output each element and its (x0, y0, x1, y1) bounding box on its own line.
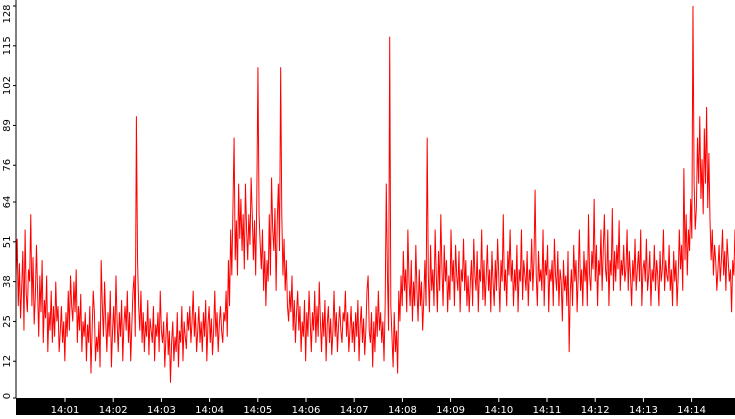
x-tick-label: 14:06 (292, 405, 321, 415)
x-tick-label: 14:09 (436, 405, 465, 415)
x-tick-label: 14:03 (147, 405, 176, 415)
x-axis-band (16, 398, 735, 415)
y-tick-label: 38 (2, 275, 13, 288)
x-tick-label: 14:01 (51, 405, 80, 415)
x-tick-label: 14:05 (243, 405, 272, 415)
x-tick-label: 14:13 (629, 405, 658, 415)
y-tick-label: 76 (2, 159, 13, 172)
y-tick-label: 89 (2, 119, 13, 132)
y-tick-label: 115 (2, 36, 13, 55)
x-tick-label: 14:04 (195, 405, 224, 415)
y-tick-label: 128 (2, 4, 13, 23)
y-tick-label: 0 (2, 393, 13, 399)
y-tick-label: 12 (2, 355, 13, 368)
y-tick-label: 51 (2, 235, 13, 248)
y-tick-label: 25 (2, 315, 13, 328)
x-tick-label: 14:08 (388, 405, 417, 415)
x-tick-label: 14:14 (677, 405, 706, 415)
x-tick-label: 14:10 (484, 405, 513, 415)
x-tick-label: 14:12 (581, 405, 610, 415)
series-line (15, 5, 735, 383)
y-tick-label: 64 (2, 196, 13, 209)
plot-area (15, 5, 735, 383)
x-tick-label: 14:07 (340, 405, 369, 415)
x-tick-label: 14:11 (533, 405, 562, 415)
x-tick-label: 14:02 (99, 405, 128, 415)
y-tick-label: 102 (2, 76, 13, 95)
